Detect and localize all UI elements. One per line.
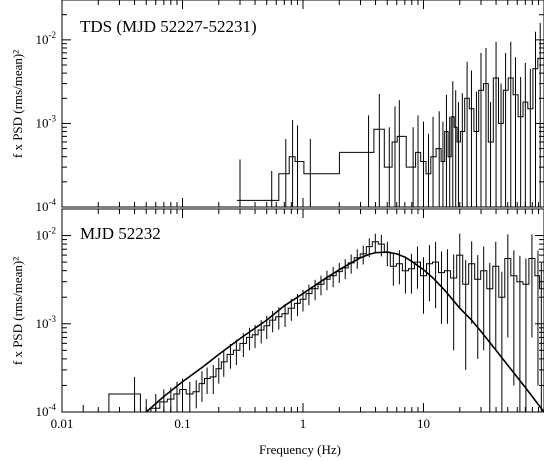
top-psd-histogram — [236, 57, 544, 201]
bottom-panel-title: MJD 52232 — [80, 224, 161, 243]
bottom-model-curve — [145, 251, 544, 413]
bottom-x-tick-label: 0.1 — [174, 416, 190, 431]
top-y-tick-label: 10-4 — [36, 197, 57, 214]
bottom-panel-marks — [80, 233, 544, 413]
top-y-tick-label: 10-2 — [36, 30, 57, 47]
top-panel-marks — [236, 22, 544, 207]
x-axis-label: Frequency (Hz) — [259, 442, 341, 457]
bottom-y-tick-label: 10-2 — [36, 226, 57, 243]
top-panel: 10-2 10-3 10-4 TDS (MJD 52227-52231) f x P… — [10, 0, 544, 214]
bottom-y-tick-label: 10-4 — [36, 402, 57, 419]
bottom-panel-y-axis-label: f x PSD (rms/mean)² — [10, 257, 25, 365]
bottom-psd-histogram — [80, 241, 544, 413]
bottom-x-tick-label: 0.01 — [51, 416, 74, 431]
top-panel-y-axis-label: f x PSD (rms/mean)² — [10, 50, 25, 158]
bottom-y-tick-label: 10-3 — [36, 314, 57, 331]
bottom-panel-y-tick-labels: 10-2 10-3 10-4 — [36, 226, 57, 419]
top-y-tick-label: 10-3 — [36, 113, 57, 130]
bottom-x-tick-label: 10 — [417, 416, 430, 431]
top-panel-y-tick-labels: 10-2 10-3 10-4 — [36, 30, 57, 214]
bottom-x-tick-label: 1 — [300, 416, 307, 431]
bottom-panel: 10-2 10-3 10-4 0.01 0.1 1 10 MJD 52232 f x PS… — [10, 208, 544, 457]
bottom-panel-x-tick-labels: 0.01 0.1 1 10 — [51, 416, 430, 431]
top-panel-title: TDS (MJD 52227-52231) — [80, 17, 257, 36]
